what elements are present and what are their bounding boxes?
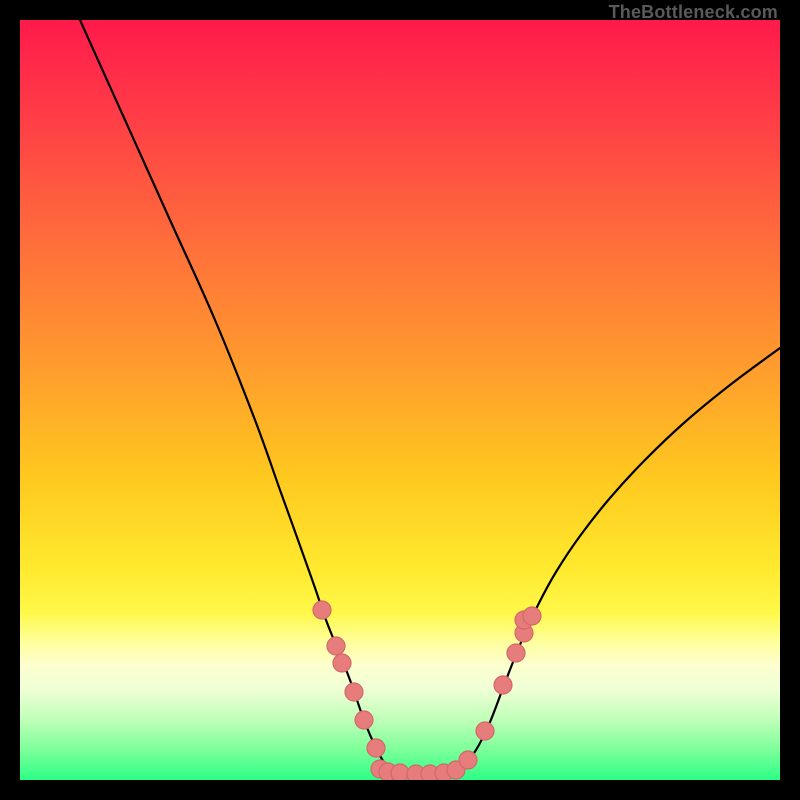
data-marker [327,637,345,655]
data-marker [476,722,494,740]
data-marker [523,607,541,625]
chart-container: TheBottleneck.com [0,0,800,800]
plot-area [20,20,780,780]
data-marker [355,711,373,729]
chart-svg [20,20,780,780]
data-marker [345,683,363,701]
data-marker [313,601,331,619]
data-marker [459,751,477,769]
data-marker [367,739,385,757]
data-marker [391,764,409,780]
data-marker [333,654,351,672]
watermark-text: TheBottleneck.com [609,2,778,23]
data-marker [507,644,525,662]
gradient-background [20,20,780,780]
data-marker [494,676,512,694]
